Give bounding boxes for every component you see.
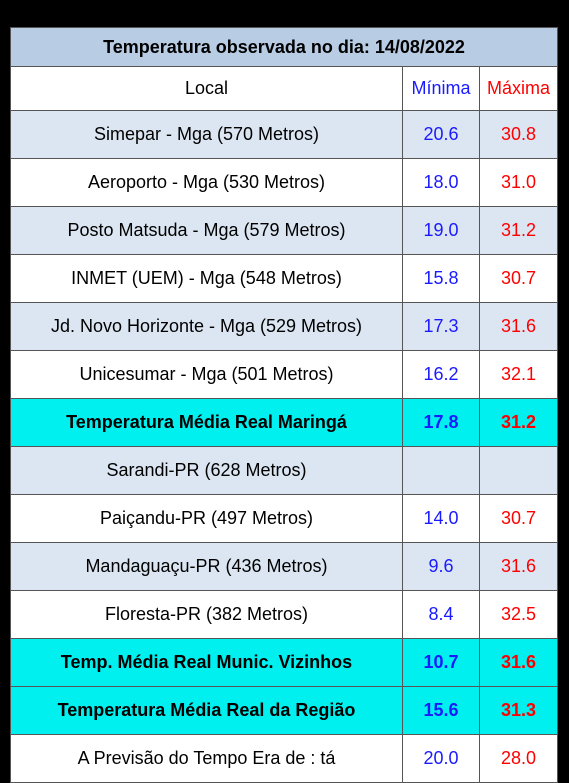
- min-temp: 20.6: [402, 110, 480, 159]
- max-temp: 30.7: [478, 494, 559, 543]
- data-row: Temperatura Média Real Maringá 17.8 31.2: [10, 398, 559, 447]
- min-temp: 17.8: [402, 398, 480, 447]
- data-row: Mandaguaçu-PR (436 Metros) 9.6 31.6: [10, 542, 559, 591]
- min-temp: 16.2: [402, 350, 480, 399]
- min-temp: 17.3: [402, 302, 480, 351]
- min-temp: 20.0: [402, 734, 480, 783]
- max-temp: 31.3: [478, 686, 559, 735]
- local: Sarandi-PR (628 Metros): [10, 446, 403, 495]
- max-temp: 30.7: [478, 254, 559, 303]
- min-temp: 15.8: [402, 254, 480, 303]
- header-max: Máxima: [478, 66, 559, 111]
- min-temp: 19.0: [402, 206, 480, 255]
- local: Simepar - Mga (570 Metros): [10, 110, 403, 159]
- data-row: Temp. Média Real Munic. Vizinhos 10.7 31.6: [10, 638, 559, 687]
- max-temp: 28.0: [478, 734, 559, 783]
- data-row: Unicesumar - Mga (501 Metros) 16.2 32.1: [10, 350, 559, 399]
- local: Floresta-PR (382 Metros): [10, 590, 403, 639]
- min-temp: 10.7: [402, 638, 480, 687]
- local: Paiçandu-PR (497 Metros): [10, 494, 403, 543]
- max-temp: 32.5: [478, 590, 559, 639]
- max-temp: 31.2: [478, 398, 559, 447]
- min-temp: 18.0: [402, 158, 480, 207]
- local: Mandaguaçu-PR (436 Metros): [10, 542, 403, 591]
- data-row: A Previsão do Tempo Era de : tá 20.0 28.0: [10, 734, 559, 783]
- min-temp: 14.0: [402, 494, 480, 543]
- local: Temp. Média Real Munic. Vizinhos: [10, 638, 403, 687]
- data-row: INMET (UEM) - Mga (548 Metros) 15.8 30.7: [10, 254, 559, 303]
- header-local: Local: [10, 66, 403, 111]
- data-row: Floresta-PR (382 Metros) 8.4 32.5: [10, 590, 559, 639]
- table-title: Temperatura observada no dia: 14/08/2022: [9, 27, 559, 67]
- min-temp: 15.6: [402, 686, 480, 735]
- local: Temperatura Média Real da Região: [10, 686, 403, 735]
- data-row: Simepar - Mga (570 Metros) 20.6 30.8: [10, 110, 559, 159]
- max-temp: 31.6: [478, 302, 559, 351]
- max-temp: 30.8: [478, 110, 559, 159]
- max-temp: 31.2: [478, 206, 559, 255]
- local: Unicesumar - Mga (501 Metros): [10, 350, 403, 399]
- max-temp: 31.6: [478, 638, 559, 687]
- local: INMET (UEM) - Mga (548 Metros): [10, 254, 403, 303]
- table-body: Temperatura observada no dia: 14/08/2022…: [9, 27, 559, 783]
- header-row: Local Mínima Máxima: [10, 66, 559, 111]
- min-temp: 9.6: [402, 542, 480, 591]
- data-row: Paiçandu-PR (497 Metros) 14.0 30.7: [10, 494, 559, 543]
- local: Posto Matsuda - Mga (579 Metros): [10, 206, 403, 255]
- max-temp: 32.1: [478, 350, 559, 399]
- local: Temperatura Média Real Maringá: [10, 398, 403, 447]
- local: Aeroporto - Mga (530 Metros): [10, 158, 403, 207]
- local: A Previsão do Tempo Era de : tá: [10, 734, 403, 783]
- data-row: Aeroporto - Mga (530 Metros) 18.0 31.0: [10, 158, 559, 207]
- data-row: Jd. Novo Horizonte - Mga (529 Metros) 17.…: [10, 302, 559, 351]
- max-temp: [478, 446, 559, 495]
- title-row: Temperatura observada no dia: 14/08/2022: [9, 27, 559, 67]
- local: Jd. Novo Horizonte - Mga (529 Metros): [10, 302, 403, 351]
- data-row: Sarandi-PR (628 Metros): [10, 446, 559, 495]
- max-temp: 31.6: [478, 542, 559, 591]
- page: Temperatura observada no dia: 14/08/2022…: [9, 27, 559, 783]
- max-temp: 31.0: [478, 158, 559, 207]
- min-temp: [402, 446, 480, 495]
- data-row: Temperatura Média Real da Região 15.6 31.3: [10, 686, 559, 735]
- temperature-table: Temperatura observada no dia: 14/08/2022…: [9, 27, 559, 783]
- data-row: Posto Matsuda - Mga (579 Metros) 19.0 31.2: [10, 206, 559, 255]
- min-temp: 8.4: [402, 590, 480, 639]
- header-min: Mínima: [402, 66, 480, 111]
